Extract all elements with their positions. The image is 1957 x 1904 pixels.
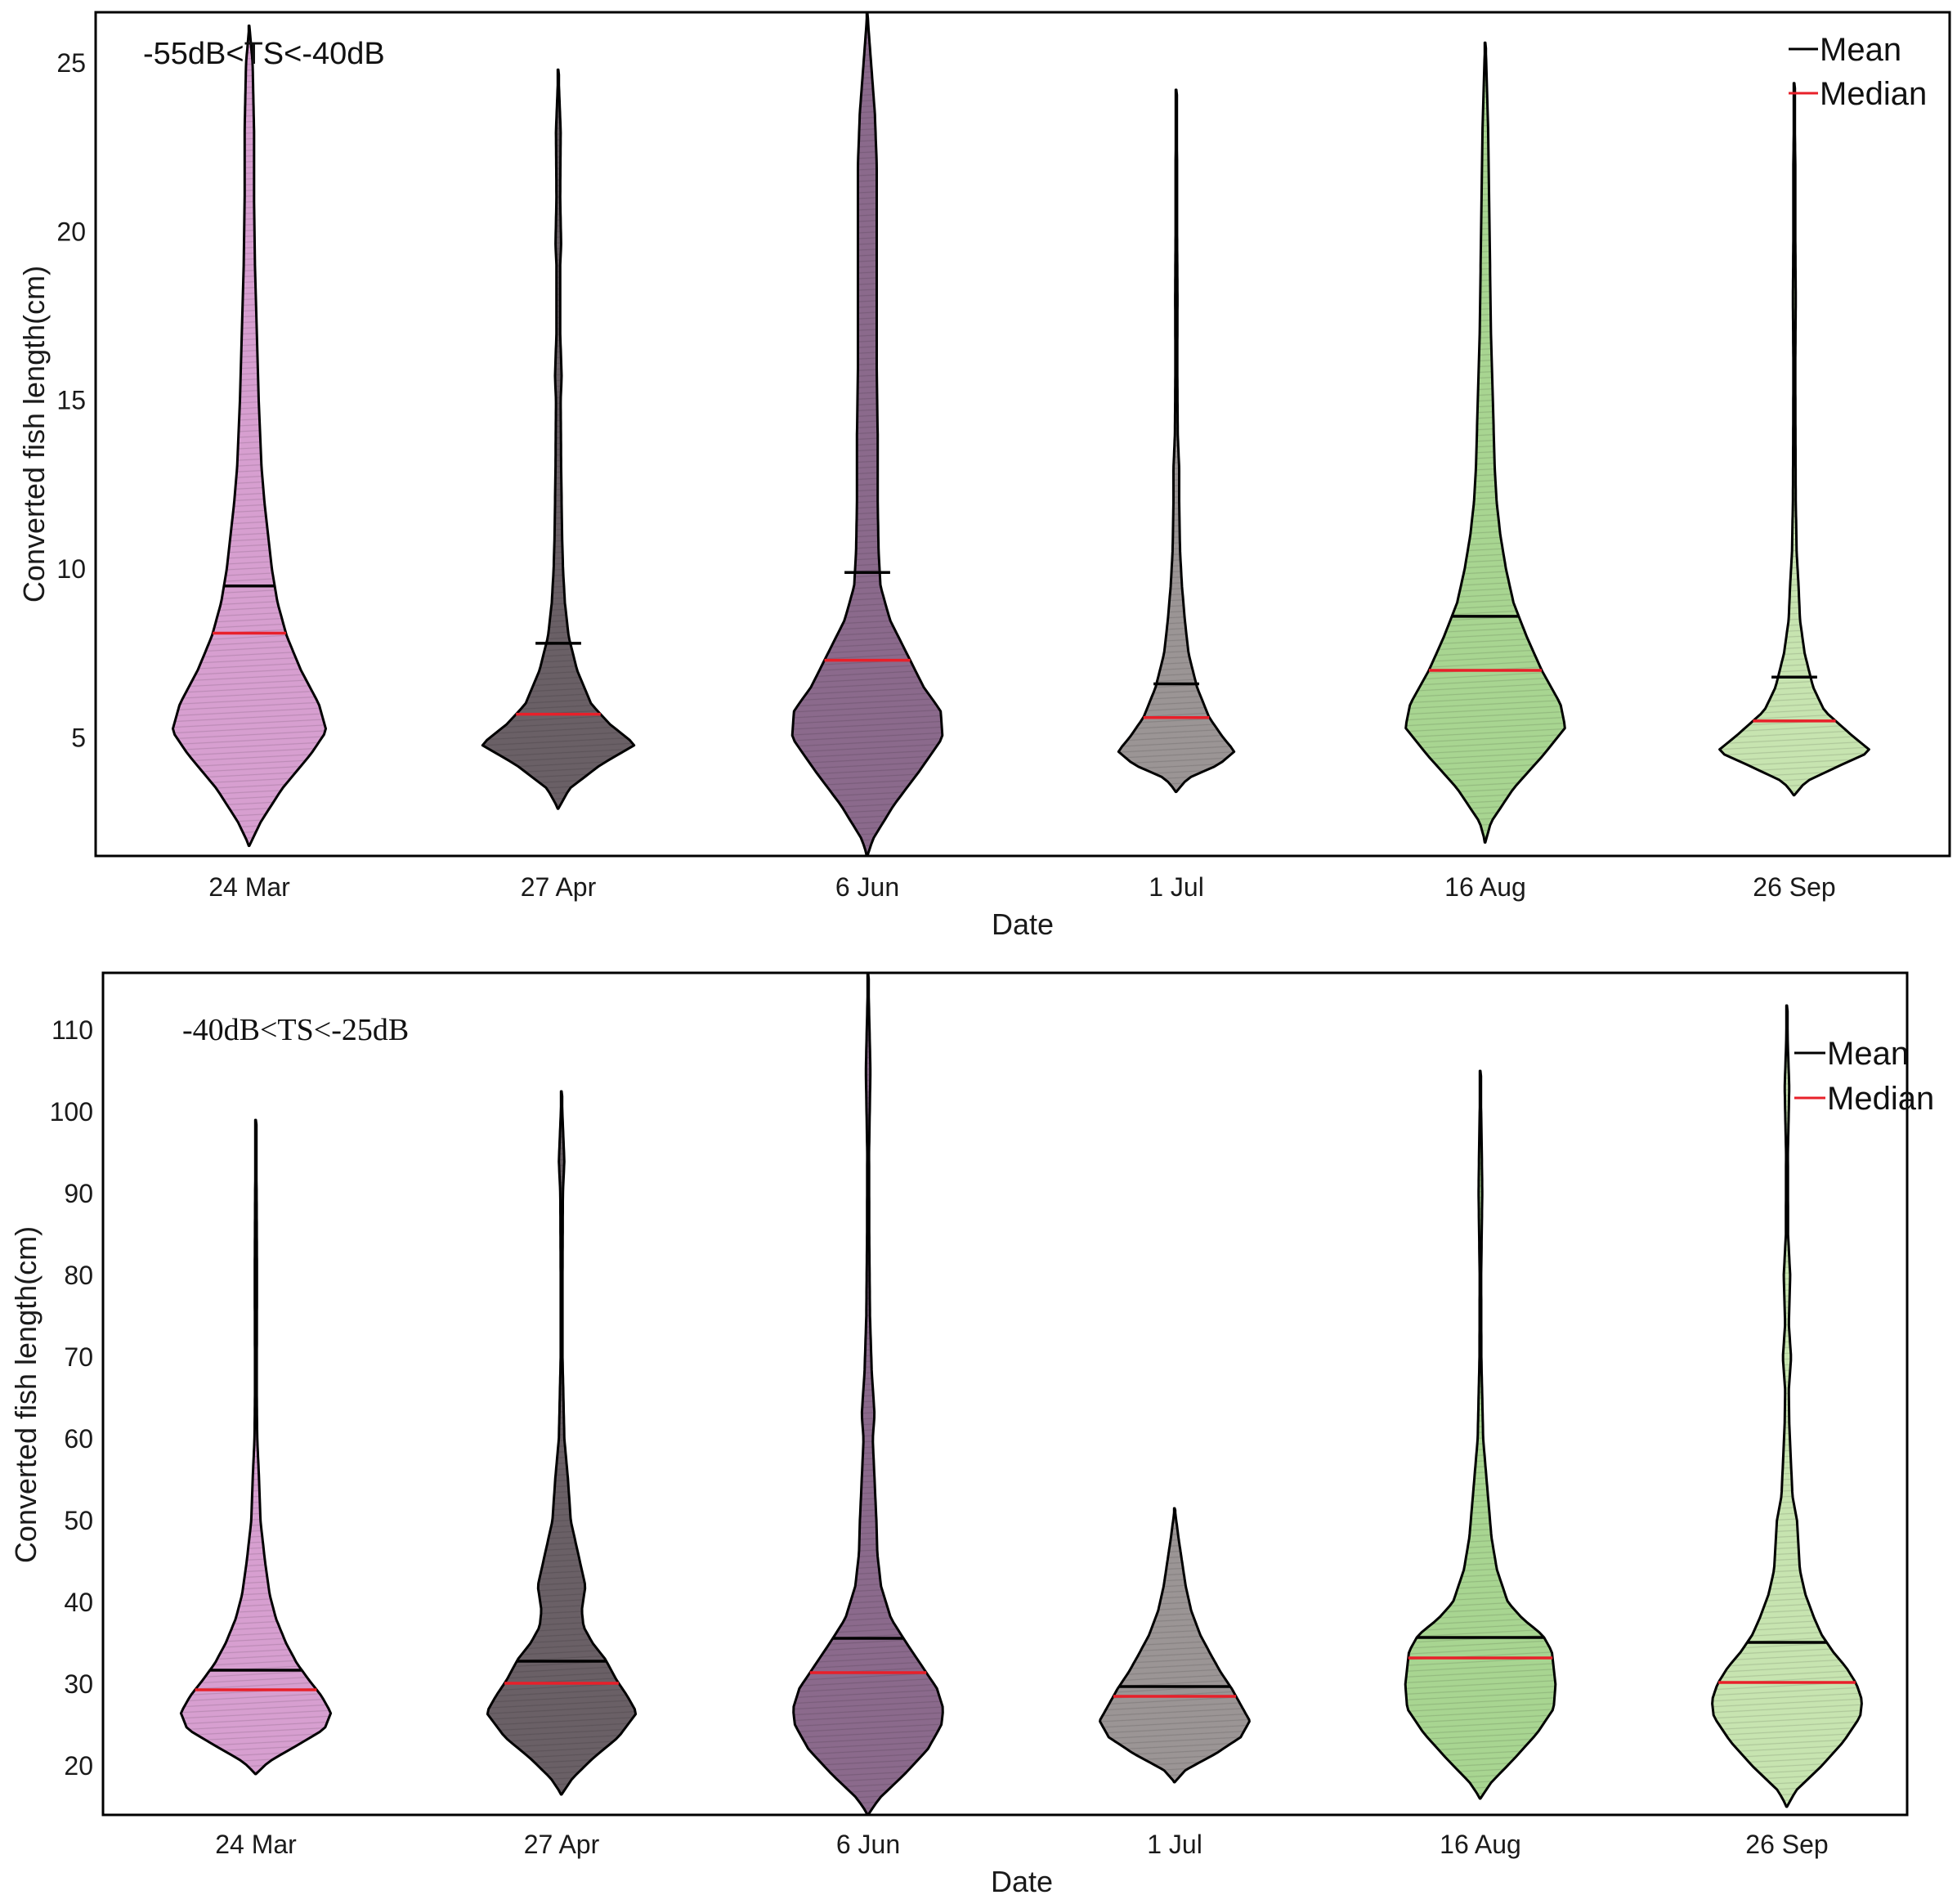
legend-2: Mean Median — [1794, 1036, 1934, 1117]
x-tick-label: 1 Jul — [1147, 1830, 1202, 1859]
x-tick-label: 27 Apr — [524, 1830, 600, 1859]
violin-26-sep — [1711, 1004, 1863, 1808]
violin-outline — [1099, 1507, 1251, 1784]
y-tick-label: 20 — [56, 217, 86, 246]
x-tick-label: 6 Jun — [836, 1830, 900, 1859]
y-tick-label: 80 — [64, 1261, 93, 1290]
violin-outline — [1117, 88, 1236, 794]
violin-16-aug — [1404, 41, 1566, 844]
violin-texture — [1118, 89, 1234, 792]
violin-outline — [792, 971, 944, 1817]
legend-median-label-2: Median — [1827, 1081, 1934, 1117]
y-tick-label: 5 — [71, 724, 86, 753]
violin-6-jun — [792, 971, 944, 1817]
violin-1-jul — [1099, 1507, 1251, 1784]
plot-frame-1 — [94, 11, 1951, 858]
y-ticks-2: 20 30 40 50 60 70 80 90 100 110 — [50, 1015, 93, 1781]
y-tick-label: 70 — [64, 1342, 93, 1372]
violins-1 — [172, 11, 1870, 858]
violin-texture — [792, 12, 943, 856]
violins-2 — [179, 971, 1863, 1817]
y-tick-label: 100 — [50, 1097, 93, 1127]
violin-texture — [482, 69, 634, 809]
violin-texture — [1099, 1508, 1250, 1782]
x-tick-label: 16 Aug — [1440, 1830, 1521, 1859]
y-tick-label: 25 — [56, 48, 86, 78]
x-tick-label: 1 Jul — [1149, 872, 1204, 902]
y-axis-label-1: Converted fish length(cm) — [17, 266, 51, 603]
violin-texture — [181, 1120, 331, 1774]
x-tick-label: 26 Sep — [1753, 872, 1835, 902]
violin-outline — [481, 68, 636, 810]
violin-texture — [793, 973, 943, 1815]
violin-outline — [179, 1118, 333, 1776]
panel-1: 5 10 15 20 25 -55dB<TS<-40dB Mean Median 24 … — [17, 11, 1951, 941]
y-tick-label: 60 — [64, 1424, 93, 1454]
violin-outline — [486, 1090, 638, 1796]
y-tick-label: 50 — [64, 1506, 93, 1535]
y-axis-label-2: Converted fish length(cm) — [9, 1226, 43, 1563]
violin-outline — [172, 25, 327, 848]
violin-texture — [487, 1091, 636, 1794]
legend-median-label-1: Median — [1820, 76, 1927, 112]
y-tick-label: 110 — [52, 1015, 93, 1045]
x-axis-label-1: Date — [992, 907, 1054, 941]
violin-24-mar — [172, 25, 327, 848]
y-tick-label: 30 — [64, 1669, 93, 1699]
panel-2: 20 30 40 50 60 70 80 90 100 110 -40dB<TS<-25dB Me… — [9, 971, 1934, 1898]
violin-texture — [1405, 43, 1565, 843]
violin-texture — [1405, 1071, 1556, 1799]
legend-mean-label-1: Mean — [1820, 32, 1901, 68]
plot-frame-2 — [101, 971, 1909, 1817]
violin-6-jun — [790, 11, 944, 858]
y-tick-label: 15 — [56, 386, 86, 415]
violin-1-jul — [1117, 88, 1236, 794]
x-tick-labels-2: 24 Mar 27 Apr 6 Jun 1 Jul 16 Aug 26 Sep — [215, 1830, 1829, 1859]
y-tick-label: 20 — [64, 1751, 93, 1781]
legend-mean-label-2: Mean — [1827, 1036, 1909, 1072]
x-tick-label: 27 Apr — [521, 872, 597, 902]
violin-16-aug — [1404, 1069, 1557, 1800]
x-tick-label: 24 Mar — [208, 872, 290, 902]
violin-27-apr — [486, 1090, 638, 1796]
y-tick-label: 40 — [64, 1588, 93, 1617]
x-tick-label: 6 Jun — [835, 872, 899, 902]
violin-outline — [1711, 1004, 1863, 1808]
panel-annotation-1: -55dB<TS<-40dB — [143, 37, 385, 71]
y-tick-label: 10 — [56, 554, 86, 584]
violin-outline — [1404, 41, 1566, 844]
x-axis-label-2: Date — [991, 1865, 1053, 1898]
violin-27-apr — [481, 68, 636, 810]
legend-1: Mean Median — [1789, 32, 1927, 112]
x-tick-labels-1: 24 Mar 27 Apr 6 Jun 1 Jul 16 Aug 26 Sep — [208, 872, 1836, 902]
y-ticks-1: 5 10 15 20 25 — [56, 48, 86, 753]
x-tick-label: 24 Mar — [215, 1830, 297, 1859]
panel-annotation-2: -40dB<TS<-25dB — [182, 1013, 409, 1047]
violin-26-sep — [1718, 82, 1870, 797]
violin-texture — [1712, 1006, 1862, 1807]
violin-texture — [172, 25, 326, 846]
y-tick-label: 90 — [64, 1179, 93, 1208]
x-tick-label: 16 Aug — [1444, 872, 1526, 902]
violin-outline — [1404, 1069, 1557, 1800]
x-tick-label: 26 Sep — [1745, 1830, 1828, 1859]
violin-outline — [1718, 82, 1870, 797]
violin-24-mar — [179, 1118, 333, 1776]
